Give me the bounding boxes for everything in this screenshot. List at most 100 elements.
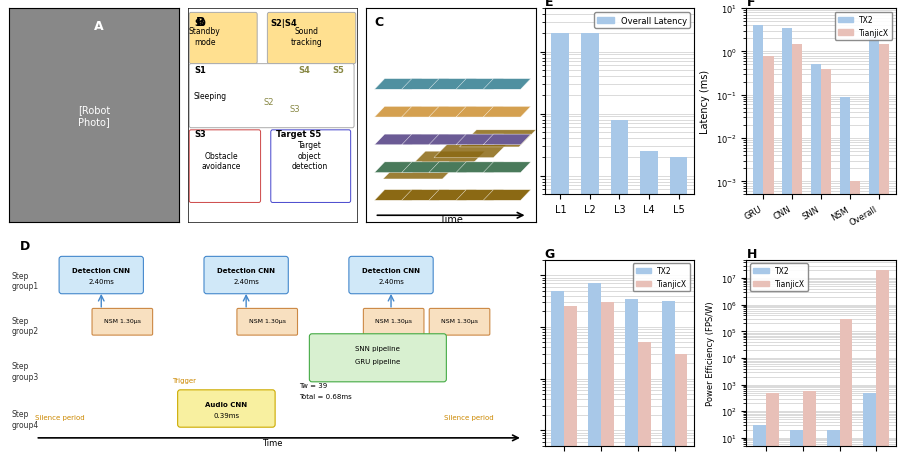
- Polygon shape: [402, 190, 449, 201]
- Legend: TX2, TianjicX: TX2, TianjicX: [834, 13, 892, 41]
- Text: Sound
tracking: Sound tracking: [291, 27, 322, 46]
- Text: GRU pipeline: GRU pipeline: [356, 359, 401, 364]
- Text: Step
group2: Step group2: [12, 316, 39, 336]
- Polygon shape: [456, 107, 503, 118]
- Bar: [840, 319, 853, 455]
- Polygon shape: [483, 107, 531, 118]
- Y-axis label: Latency (ms): Latency (ms): [501, 70, 511, 134]
- Polygon shape: [408, 152, 485, 169]
- Bar: [753, 26, 764, 455]
- Polygon shape: [456, 190, 503, 201]
- Bar: [827, 430, 840, 455]
- Polygon shape: [383, 162, 460, 180]
- Bar: [821, 70, 832, 455]
- Text: Tw = 39: Tw = 39: [299, 382, 327, 388]
- Text: Total = 0.68ms: Total = 0.68ms: [299, 393, 351, 399]
- Polygon shape: [402, 162, 449, 173]
- Polygon shape: [433, 141, 510, 158]
- FancyBboxPatch shape: [364, 309, 424, 335]
- Text: 2.40ms: 2.40ms: [378, 278, 404, 284]
- Bar: [753, 425, 767, 455]
- Text: Detection CNN: Detection CNN: [72, 268, 130, 274]
- Text: 0.39ms: 0.39ms: [214, 412, 240, 418]
- Bar: [850, 182, 861, 455]
- Bar: [670, 158, 688, 455]
- Text: G: G: [545, 247, 555, 260]
- Text: S2: S2: [264, 98, 274, 107]
- Text: SNN pipeline: SNN pipeline: [356, 345, 400, 351]
- Text: E: E: [545, 0, 553, 9]
- FancyBboxPatch shape: [177, 390, 275, 427]
- FancyBboxPatch shape: [429, 309, 490, 335]
- Text: S4: S4: [298, 66, 310, 75]
- Text: NSM 1.30μs: NSM 1.30μs: [376, 318, 412, 323]
- Polygon shape: [429, 162, 476, 173]
- Bar: [662, 301, 674, 455]
- Polygon shape: [456, 162, 503, 173]
- Text: S5: S5: [332, 66, 344, 75]
- FancyBboxPatch shape: [92, 309, 153, 335]
- Polygon shape: [402, 107, 449, 118]
- Bar: [803, 391, 815, 455]
- Legend: TX2, TianjicX: TX2, TianjicX: [633, 264, 691, 292]
- Bar: [792, 45, 803, 455]
- Legend: Overall Latency: Overall Latency: [594, 13, 690, 29]
- Text: Sleeping: Sleeping: [193, 91, 226, 101]
- Polygon shape: [402, 80, 449, 90]
- FancyBboxPatch shape: [189, 13, 257, 65]
- FancyBboxPatch shape: [189, 131, 261, 203]
- Text: [Robot
Photo]: [Robot Photo]: [78, 105, 110, 126]
- Text: Target
object
detection: Target object detection: [291, 141, 328, 171]
- Bar: [840, 97, 850, 455]
- Text: Target S5: Target S5: [276, 130, 321, 139]
- Text: S1: S1: [195, 66, 206, 75]
- FancyBboxPatch shape: [310, 334, 446, 382]
- Text: H: H: [747, 247, 757, 260]
- Text: Step
group3: Step group3: [12, 362, 39, 381]
- Bar: [876, 271, 889, 455]
- FancyBboxPatch shape: [349, 257, 433, 294]
- Text: Time: Time: [439, 214, 462, 224]
- Text: NSM 1.30μs: NSM 1.30μs: [249, 318, 286, 323]
- Text: S0: S0: [195, 19, 206, 28]
- Text: Step
group4: Step group4: [12, 410, 39, 429]
- Text: Silence period: Silence period: [443, 414, 493, 420]
- Text: A: A: [94, 20, 104, 33]
- Text: Detection CNN: Detection CNN: [217, 268, 275, 274]
- Bar: [782, 29, 792, 455]
- Polygon shape: [483, 80, 531, 90]
- Y-axis label: Power Efficiency (FPS/W): Power Efficiency (FPS/W): [706, 301, 715, 405]
- Bar: [863, 393, 876, 455]
- Polygon shape: [375, 107, 422, 118]
- Polygon shape: [456, 80, 503, 90]
- Polygon shape: [429, 80, 476, 90]
- Y-axis label: Power (W): Power (W): [499, 328, 509, 378]
- Text: 2.40ms: 2.40ms: [89, 278, 114, 284]
- Text: Standby
mode: Standby mode: [188, 27, 221, 46]
- Bar: [767, 393, 779, 455]
- Bar: [611, 121, 628, 455]
- Bar: [640, 152, 658, 455]
- Polygon shape: [429, 135, 476, 146]
- Text: C: C: [375, 15, 384, 29]
- FancyBboxPatch shape: [189, 65, 354, 128]
- Polygon shape: [402, 135, 449, 146]
- Bar: [879, 45, 889, 455]
- FancyBboxPatch shape: [271, 131, 350, 203]
- Polygon shape: [483, 135, 531, 146]
- Polygon shape: [375, 190, 422, 201]
- Text: Obstacle
avoidance: Obstacle avoidance: [202, 152, 242, 171]
- Text: B: B: [196, 15, 205, 29]
- Y-axis label: Latency (ms): Latency (ms): [700, 70, 710, 134]
- Polygon shape: [483, 190, 531, 201]
- Bar: [638, 343, 651, 455]
- Bar: [601, 303, 614, 455]
- Polygon shape: [483, 162, 531, 173]
- Bar: [588, 283, 601, 455]
- Bar: [551, 34, 569, 455]
- Text: S3: S3: [290, 104, 300, 113]
- Text: D: D: [20, 239, 30, 252]
- Bar: [790, 430, 803, 455]
- Polygon shape: [375, 162, 422, 173]
- FancyBboxPatch shape: [59, 257, 143, 294]
